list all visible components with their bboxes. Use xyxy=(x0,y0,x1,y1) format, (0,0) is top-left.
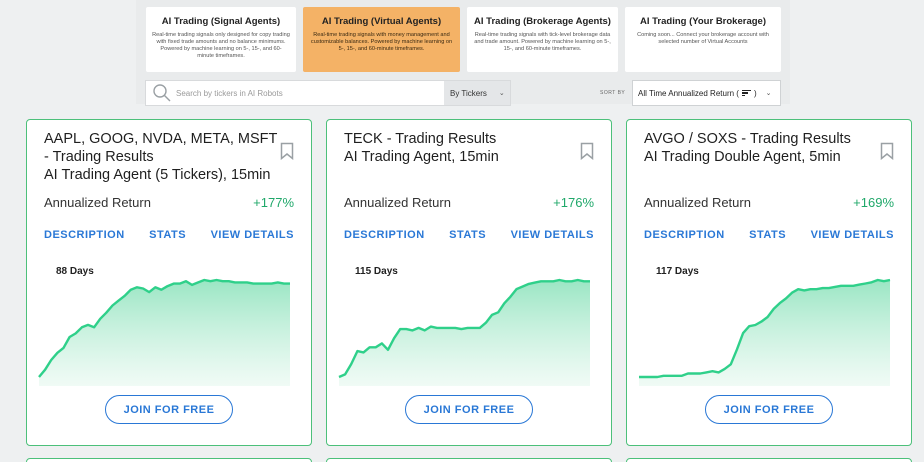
tab-description: Real-time trading signals with tick-leve… xyxy=(474,32,611,52)
performance-sparkline xyxy=(338,278,590,386)
tab-description: Real-time trading signals only designed … xyxy=(152,32,290,59)
performance-sparkline xyxy=(639,278,891,386)
search-mode-select[interactable]: By Tickers ⌄ xyxy=(444,81,510,105)
search-mode-label: By Tickers xyxy=(450,88,487,98)
agent-card[interactable]: AAPL, GOOG, NVDA, META, MSFT - Trading R… xyxy=(26,119,312,446)
sparkline-area xyxy=(339,280,590,386)
tab-your-brokerage[interactable]: AI Trading (Your Brokerage) Coming soon.… xyxy=(625,7,781,72)
return-value: +169% xyxy=(853,195,894,210)
return-value: +176% xyxy=(553,195,594,210)
agent-title[interactable]: TECK - Trading Results AI Trading Agent,… xyxy=(344,130,579,166)
tab-title: AI Trading (Brokerage Agents) xyxy=(474,16,611,27)
agent-title-line: AAPL, GOOG, NVDA, META, MSFT xyxy=(44,131,278,147)
agent-title-line: AI Trading Double Agent, 5min xyxy=(644,149,841,165)
chevron-down-icon: ⌄ xyxy=(498,90,505,97)
sort-value-suffix: ) xyxy=(753,88,757,98)
join-for-free-button[interactable]: JOIN FOR FREE xyxy=(405,395,533,424)
sparkline-area xyxy=(39,280,290,386)
join-for-free-button[interactable]: JOIN FOR FREE xyxy=(105,395,233,424)
return-label: Annualized Return xyxy=(644,195,751,210)
sparkline-line xyxy=(38,278,290,378)
card-links: DESCRIPTION STATS VIEW DETAILS xyxy=(344,229,594,241)
agent-title-line: TECK - Trading Results xyxy=(344,131,497,147)
sort-label: SORT BY xyxy=(600,90,626,96)
agent-title-line: AVGO / SOXS - Trading Results xyxy=(644,131,851,147)
agent-title[interactable]: AAPL, GOOG, NVDA, META, MSFT - Trading R… xyxy=(44,130,279,184)
tab-title: AI Trading (Virtual Agents) xyxy=(321,16,442,27)
description-link[interactable]: DESCRIPTION xyxy=(344,229,425,241)
view-details-link[interactable]: VIEW DETAILS xyxy=(510,229,594,241)
sparkline-line xyxy=(338,278,590,379)
search-icon[interactable] xyxy=(148,81,176,105)
tab-title: AI Trading (Signal Agents) xyxy=(161,16,281,27)
sort-value: All Time Annualized Return ( xyxy=(638,88,739,98)
view-details-link[interactable]: VIEW DETAILS xyxy=(810,229,894,241)
agent-title-line: AI Trading Agent, 15min xyxy=(344,149,499,165)
sort-select[interactable]: All Time Annualized Return ( ) ⌄ xyxy=(632,80,781,106)
join-for-free-button[interactable]: JOIN FOR FREE xyxy=(705,395,833,424)
agent-card[interactable] xyxy=(626,458,912,462)
tab-brokerage-agents[interactable]: AI Trading (Brokerage Agents) Real-time … xyxy=(467,7,618,72)
sort-descending-icon xyxy=(741,89,751,98)
performance-sparkline xyxy=(38,278,290,386)
tab-signal-agents[interactable]: AI Trading (Signal Agents) Real-time tra… xyxy=(146,7,296,72)
return-label: Annualized Return xyxy=(44,195,151,210)
card-links: DESCRIPTION STATS VIEW DETAILS xyxy=(44,229,294,241)
days-label: 88 Days xyxy=(56,266,94,277)
tab-title: AI Trading (Your Brokerage) xyxy=(640,16,766,27)
card-links: DESCRIPTION STATS VIEW DETAILS xyxy=(644,229,894,241)
stats-link[interactable]: STATS xyxy=(449,229,487,241)
view-details-link[interactable]: VIEW DETAILS xyxy=(210,229,294,241)
tab-description: Real-time trading signals with money man… xyxy=(310,32,453,52)
search-input[interactable] xyxy=(176,82,441,104)
stats-link[interactable]: STATS xyxy=(749,229,787,241)
description-link[interactable]: DESCRIPTION xyxy=(44,229,125,241)
tab-virtual-agents[interactable]: AI Trading (Virtual Agents) Real-time tr… xyxy=(303,7,460,72)
agent-card[interactable]: TECK - Trading Results AI Trading Agent,… xyxy=(326,119,612,446)
agent-title-line: - Trading Results xyxy=(44,149,154,165)
return-label: Annualized Return xyxy=(344,195,451,210)
search-box: By Tickers ⌄ xyxy=(145,80,511,106)
tab-description: Coming soon... Connect your brokerage ac… xyxy=(637,32,769,45)
days-label: 117 Days xyxy=(656,266,699,277)
bookmark-icon[interactable] xyxy=(880,142,894,160)
agent-title-line: AI Trading Agent (5 Tickers), 15min xyxy=(44,167,271,183)
sparkline-area xyxy=(639,280,890,386)
description-link[interactable]: DESCRIPTION xyxy=(644,229,725,241)
agent-card[interactable] xyxy=(326,458,612,462)
bookmark-icon[interactable] xyxy=(580,142,594,160)
agent-title[interactable]: AVGO / SOXS - Trading Results AI Trading… xyxy=(644,130,879,166)
days-label: 115 Days xyxy=(355,266,398,277)
chevron-down-icon: ⌄ xyxy=(765,90,772,97)
return-value: +177% xyxy=(253,195,294,210)
agent-card[interactable]: AVGO / SOXS - Trading Results AI Trading… xyxy=(626,119,912,446)
agent-card[interactable] xyxy=(26,458,312,462)
stats-link[interactable]: STATS xyxy=(149,229,187,241)
sparkline-line xyxy=(639,278,891,379)
bookmark-icon[interactable] xyxy=(280,142,294,160)
